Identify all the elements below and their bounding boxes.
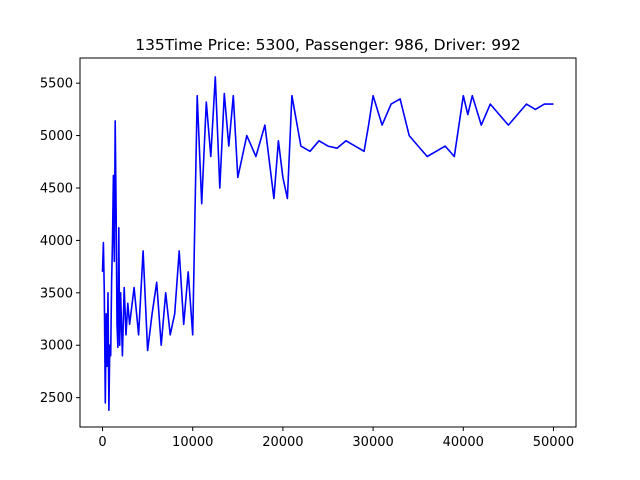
- y-tick-label: 4000: [40, 234, 73, 249]
- series-layer: [101, 76, 554, 412]
- price-series-line: [101, 76, 554, 412]
- y-tick-label: 5000: [40, 129, 73, 144]
- x-axis: 0 10000 20000 30000 40000 50000: [98, 427, 574, 450]
- y-tick-label: 3500: [40, 286, 73, 301]
- x-tick-label: 0: [98, 435, 106, 450]
- chart-title: 135Time Price: 5300, Passenger: 986, Dri…: [135, 36, 521, 54]
- y-tick-label: 2500: [40, 391, 73, 406]
- y-tick-label: 5500: [40, 77, 73, 92]
- x-tick-label: 40000: [443, 435, 484, 450]
- x-tick-label: 10000: [172, 435, 213, 450]
- x-tick-label: 20000: [262, 435, 303, 450]
- y-axis: 2500 3000 3500 4000 4500 5000 5500: [40, 77, 80, 406]
- x-tick-label: 50000: [533, 435, 574, 450]
- y-tick-label: 3000: [40, 339, 73, 354]
- axes-frame: [79, 57, 577, 428]
- plot-area: 0 10000 20000 30000 40000 50000 2500 3000 3500 4…: [40, 57, 577, 450]
- y-tick-label: 4500: [40, 181, 73, 196]
- x-tick-label: 30000: [352, 435, 393, 450]
